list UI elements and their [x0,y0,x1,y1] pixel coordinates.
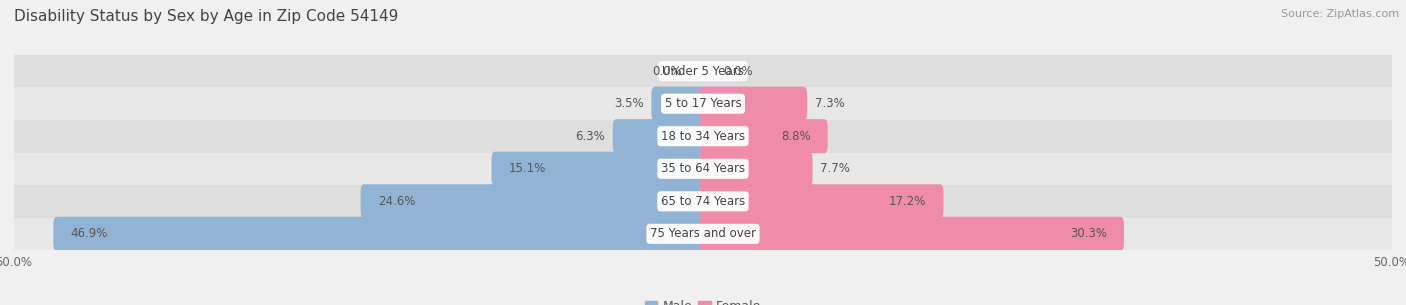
Text: Source: ZipAtlas.com: Source: ZipAtlas.com [1281,9,1399,19]
Text: 75 Years and over: 75 Years and over [650,227,756,240]
FancyBboxPatch shape [613,119,706,153]
Text: 7.3%: 7.3% [814,97,845,110]
Text: 0.0%: 0.0% [724,65,754,78]
Text: 5 to 17 Years: 5 to 17 Years [665,97,741,110]
Bar [14,152,1392,185]
FancyBboxPatch shape [700,119,828,153]
Bar [14,55,1392,88]
Bar [14,217,1392,250]
Text: 15.1%: 15.1% [509,162,546,175]
Text: 6.3%: 6.3% [575,130,605,143]
Bar [14,185,1392,217]
Text: Under 5 Years: Under 5 Years [662,65,744,78]
Text: 30.3%: 30.3% [1070,227,1107,240]
Text: 3.5%: 3.5% [614,97,644,110]
Text: 46.9%: 46.9% [70,227,108,240]
FancyBboxPatch shape [53,217,706,251]
Text: 7.7%: 7.7% [820,162,851,175]
Text: 18 to 34 Years: 18 to 34 Years [661,130,745,143]
Text: Disability Status by Sex by Age in Zip Code 54149: Disability Status by Sex by Age in Zip C… [14,9,398,24]
Legend: Male, Female: Male, Female [640,295,766,305]
FancyBboxPatch shape [700,87,807,121]
Text: 35 to 64 Years: 35 to 64 Years [661,162,745,175]
FancyBboxPatch shape [651,87,706,121]
FancyBboxPatch shape [700,152,813,186]
FancyBboxPatch shape [360,184,706,218]
FancyBboxPatch shape [700,217,1123,251]
Text: 65 to 74 Years: 65 to 74 Years [661,195,745,208]
Text: 24.6%: 24.6% [378,195,415,208]
Text: 8.8%: 8.8% [780,130,810,143]
Text: 0.0%: 0.0% [652,65,682,78]
Text: 17.2%: 17.2% [889,195,927,208]
FancyBboxPatch shape [492,152,706,186]
FancyBboxPatch shape [700,184,943,218]
Bar [14,88,1392,120]
Bar [14,120,1392,152]
